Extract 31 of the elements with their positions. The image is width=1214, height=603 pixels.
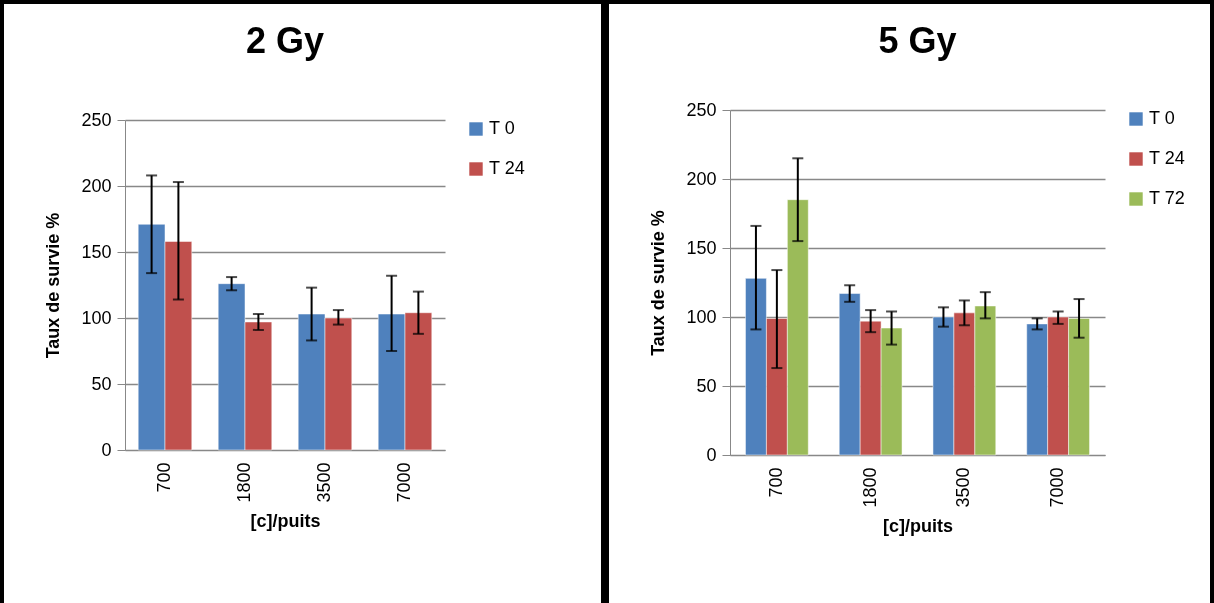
y-tick-label: 250: [81, 109, 112, 130]
y-tick-label: 150: [686, 237, 717, 258]
y-tick-label: 100: [686, 306, 717, 327]
legend-label: T 0: [489, 118, 515, 138]
y-tick-label: 0: [101, 439, 112, 460]
y-axis-title: Taux de survie %: [43, 212, 64, 359]
y-tick-label: 250: [686, 99, 717, 120]
legend-label: T 72: [1149, 188, 1185, 208]
x-tick-label: 3500: [953, 467, 974, 508]
y-tick-label: 0: [706, 444, 717, 465]
y-tick-label: 50: [91, 373, 112, 394]
chart-title: 5 Gy: [878, 20, 957, 61]
y-axis-title: Taux de survie %: [648, 210, 669, 356]
y-tick-label: 100: [81, 307, 112, 328]
legend-label: T 24: [489, 158, 525, 178]
x-tick-label: 3500: [314, 462, 334, 503]
x-tick-label: 1800: [234, 462, 254, 503]
y-tick-label: 200: [81, 175, 112, 196]
x-tick-label: 700: [765, 467, 786, 498]
legend-label: T 24: [1149, 148, 1185, 168]
x-axis-title: [c]/puits: [250, 510, 321, 531]
x-axis-title: [c]/puits: [883, 515, 953, 536]
y-tick-label: 150: [81, 241, 112, 262]
x-tick-label: 7000: [1047, 467, 1068, 508]
x-tick-label: 7000: [394, 462, 414, 503]
x-tick-label: 1800: [859, 467, 880, 508]
x-tick-label: 700: [154, 462, 174, 493]
y-tick-label: 50: [696, 375, 717, 396]
legend-label: T 0: [1149, 108, 1175, 128]
y-tick-label: 200: [686, 168, 717, 189]
chart-title: 2 Gy: [245, 20, 325, 61]
